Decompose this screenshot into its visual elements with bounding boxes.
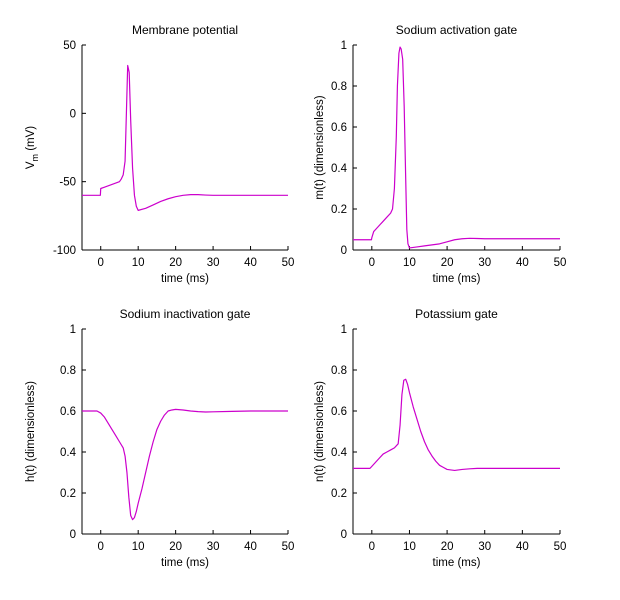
chart-panel-2: 0 10 20 30 40 50 0 0.2 0.4 0.6 0.8 1 Sodium activati…: [314, 23, 566, 285]
y-tick-label: 1: [341, 324, 347, 336]
y-tick-label: 0.4: [331, 163, 348, 175]
y-tick-label: 0.6: [331, 406, 347, 418]
x-tick-label: 40: [516, 541, 529, 553]
chart-title: Potassium gate: [415, 307, 498, 321]
x-axis-label: time (ms): [433, 557, 481, 569]
y-tick-label: 0.6: [60, 406, 76, 418]
chart-title: Sodium activation gate: [396, 23, 518, 37]
x-tick-label: 20: [441, 257, 454, 269]
y-tick-label: 0.8: [331, 365, 347, 377]
y-axis-label: n(t) (dimensionless): [314, 381, 326, 482]
x-tick-label: 30: [478, 257, 491, 269]
chart-panel-1: 0 10 20 30 40 50 -100 -50 0 50 Membrane potential t…: [25, 23, 294, 285]
y-tick-label: 0: [70, 529, 76, 541]
y-axis-label: h(t) (dimensionless): [25, 381, 37, 482]
x-tick-label: 0: [98, 257, 104, 269]
y-tick-label: -50: [59, 177, 76, 189]
x-axis-label: time (ms): [161, 557, 209, 569]
x-tick-label: 0: [369, 541, 375, 553]
y-tick-label: 50: [63, 40, 76, 52]
series-line-1: [353, 378, 560, 472]
y-tick-label: 0.2: [331, 204, 347, 216]
y-tick-label: 0.4: [331, 447, 348, 459]
y-tick-label: 0: [341, 529, 347, 541]
x-tick-label: 10: [132, 541, 145, 553]
y-tick-label: 0.6: [331, 122, 347, 134]
x-tick-label: 40: [516, 257, 529, 269]
chart-panel-3: 0 10 20 30 40 50 0 0.2 0.4 0.6 0.8 1 Sodium inactiva…: [25, 307, 294, 569]
x-tick-label: 30: [207, 257, 220, 269]
x-tick-label: 0: [369, 257, 375, 269]
chart-panel-4: 0 10 20 30 40 50 0 0.2 0.4 0.6 0.8 1 Potassium gate t…: [314, 307, 566, 569]
x-tick-label: 50: [554, 257, 567, 269]
series-line-1: [82, 64, 288, 211]
y-tick-label: 0: [341, 245, 347, 257]
y-tick-label: 0.8: [331, 81, 347, 93]
y-tick-label: 0: [70, 108, 76, 120]
x-tick-label: 10: [403, 541, 416, 553]
x-tick-label: 40: [244, 257, 257, 269]
y-axis-label: Vm (mV): [25, 126, 40, 169]
x-tick-label: 50: [554, 541, 567, 553]
x-tick-label: 20: [169, 541, 182, 553]
chart-title: Membrane potential: [132, 23, 238, 37]
y-axis-label: m(t) (dimensionless): [314, 95, 326, 199]
y-tick-label: 0.8: [60, 365, 76, 377]
x-tick-label: 50: [282, 541, 295, 553]
y-tick-label: 1: [341, 40, 347, 52]
x-tick-label: 30: [478, 541, 491, 553]
chart-title: Sodium inactivation gate: [120, 307, 251, 321]
x-axis-label: time (ms): [433, 273, 481, 285]
x-tick-label: 40: [244, 541, 257, 553]
x-tick-label: 10: [403, 257, 416, 269]
series-line-1: [82, 408, 288, 521]
x-tick-label: 30: [207, 541, 220, 553]
y-tick-label: 0.4: [60, 447, 77, 459]
x-tick-label: 20: [169, 257, 182, 269]
x-tick-label: 0: [98, 541, 104, 553]
y-tick-label: -100: [53, 245, 76, 257]
x-tick-label: 50: [282, 257, 295, 269]
x-tick-label: 20: [441, 541, 454, 553]
x-tick-label: 10: [132, 257, 145, 269]
y-tick-label: 0.2: [60, 488, 76, 500]
x-axis-label: time (ms): [161, 273, 209, 285]
y-tick-label: 0.2: [331, 488, 347, 500]
y-tick-label: 1: [70, 324, 76, 336]
series-line-1: [353, 46, 560, 249]
